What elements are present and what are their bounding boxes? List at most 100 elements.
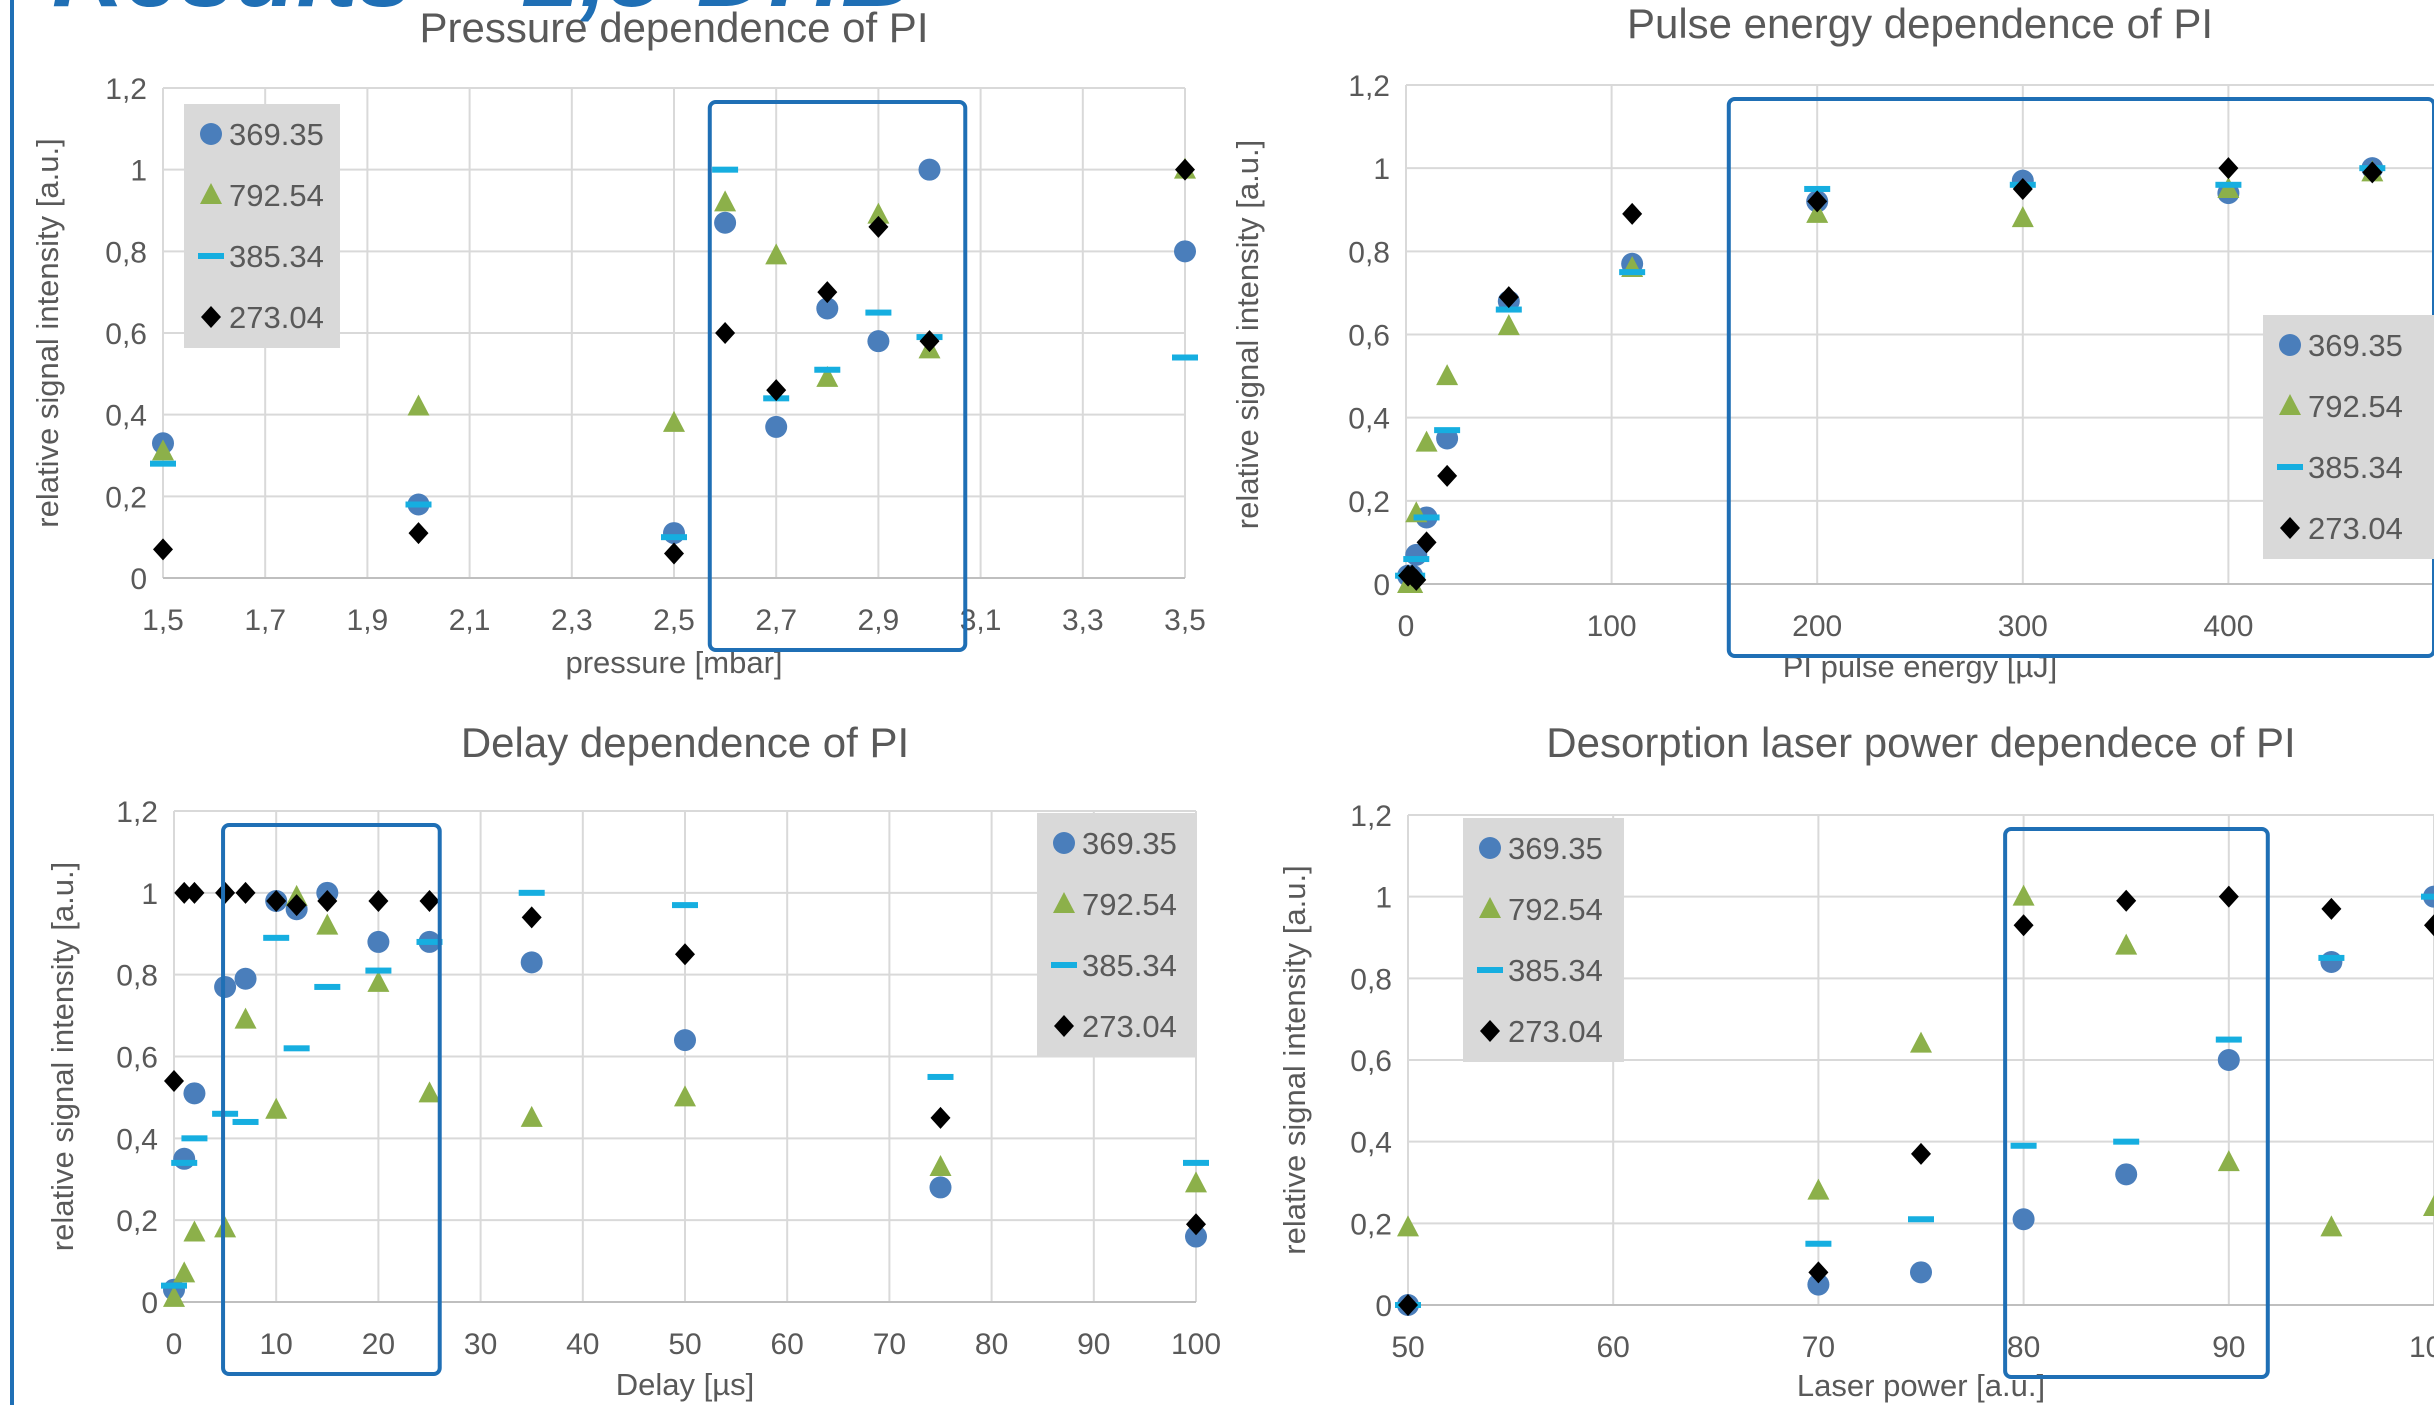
data-point bbox=[814, 366, 841, 373]
data-point bbox=[663, 410, 685, 432]
data-point bbox=[2424, 914, 2434, 937]
data-point bbox=[2320, 1215, 2343, 1237]
legend-label: 369.35 bbox=[229, 117, 324, 152]
data-point bbox=[161, 1282, 187, 1289]
x-tick-label: 300 bbox=[1998, 610, 2048, 643]
data-point bbox=[1498, 286, 1519, 309]
data-point bbox=[817, 281, 838, 304]
legend-label: 792.54 bbox=[229, 178, 324, 213]
legend-marker bbox=[2277, 464, 2303, 470]
data-point bbox=[1807, 190, 1828, 213]
data-point bbox=[930, 1106, 951, 1129]
x-tick-label: 0 bbox=[166, 1328, 183, 1361]
data-point bbox=[1908, 1216, 1934, 1223]
x-tick-label: 1,7 bbox=[244, 604, 286, 637]
data-point bbox=[1406, 568, 1427, 591]
data-point bbox=[1397, 1215, 1419, 1237]
y-tick-label: 0 bbox=[141, 1287, 158, 1320]
data-point bbox=[214, 975, 237, 998]
data-point bbox=[418, 1081, 441, 1103]
chart-title: Delay dependence of PI bbox=[461, 719, 909, 766]
data-point bbox=[2215, 1036, 2242, 1043]
legend-label: 385.34 bbox=[1508, 953, 1603, 988]
data-point bbox=[2116, 889, 2137, 912]
data-point bbox=[1415, 430, 1438, 452]
chart-2: 0 0,2 0,4 0,6 0,8 1 1,2 0 100 200 300 400 Pulse ener… bbox=[1230, 0, 2434, 684]
x-tick-label: 2,1 bbox=[449, 604, 491, 637]
chart-title: Pulse energy dependence of PI bbox=[1627, 0, 2213, 47]
series-792.54 bbox=[163, 884, 1207, 1307]
x-tick-label: 100 bbox=[2409, 1331, 2434, 1364]
data-point bbox=[152, 439, 174, 461]
data-point bbox=[2217, 1150, 2240, 1172]
data-point bbox=[663, 522, 685, 545]
data-point bbox=[865, 309, 892, 316]
x-tick-label: 30 bbox=[464, 1328, 497, 1361]
data-point bbox=[2321, 897, 2342, 920]
y-tick-label: 0,6 bbox=[1348, 320, 1390, 353]
data-point bbox=[1495, 306, 1522, 313]
y-axis-label: relative signal intensity [a.u.] bbox=[30, 138, 65, 527]
data-point bbox=[674, 1029, 696, 1052]
series-273.04 bbox=[1398, 885, 2434, 1316]
data-point bbox=[181, 1135, 208, 1142]
x-tick-label: 80 bbox=[975, 1328, 1008, 1361]
data-point bbox=[405, 501, 432, 508]
series-273.04 bbox=[1398, 157, 2383, 591]
chart-4: 0 0,2 0,4 0,6 0,8 1 1,2 50 60 70 80 90 100 Desorption… bbox=[1277, 719, 2434, 1403]
data-point bbox=[867, 202, 890, 224]
x-tick-label: 3,3 bbox=[1062, 604, 1104, 637]
legend-marker bbox=[2280, 517, 2300, 539]
data-point bbox=[266, 890, 287, 913]
legend-marker bbox=[1054, 1015, 1074, 1037]
data-point bbox=[929, 1176, 952, 1199]
y-axis-label: relative signal intensity [a.u.] bbox=[1277, 865, 1312, 1254]
data-point bbox=[234, 1007, 257, 1029]
data-point bbox=[1183, 1159, 1209, 1166]
data-point bbox=[263, 934, 290, 941]
data-point bbox=[215, 881, 236, 904]
data-point bbox=[1413, 514, 1440, 521]
data-point bbox=[232, 1118, 259, 1125]
legend-label: 369.35 bbox=[1508, 831, 1603, 866]
legend-marker bbox=[1479, 837, 1501, 859]
data-point bbox=[1175, 158, 1195, 181]
legend: 369.35 792.54 385.34 273.04 bbox=[1037, 813, 1196, 1057]
y-tick-label: 1,2 bbox=[116, 796, 158, 829]
legend-label: 273.04 bbox=[1082, 1009, 1177, 1044]
highlight-box bbox=[2003, 827, 2270, 1379]
data-point bbox=[1437, 464, 1458, 487]
x-tick-label: 40 bbox=[566, 1328, 599, 1361]
y-tick-label: 0,8 bbox=[105, 236, 147, 269]
data-point bbox=[929, 1154, 952, 1176]
data-point bbox=[2362, 161, 2383, 184]
legend-label: 369.35 bbox=[2308, 328, 2403, 363]
data-point bbox=[715, 322, 736, 344]
legend-label: 273.04 bbox=[1508, 1014, 1603, 1049]
y-tick-label: 0,6 bbox=[105, 318, 147, 351]
legend-label: 792.54 bbox=[1508, 892, 1603, 927]
y-tick-label: 0,4 bbox=[1350, 1127, 1392, 1160]
data-point bbox=[1185, 1225, 1207, 1248]
legend-label: 273.04 bbox=[2308, 511, 2403, 546]
data-point bbox=[283, 1045, 310, 1052]
data-point bbox=[2421, 893, 2434, 900]
legend-label: 385.34 bbox=[1082, 948, 1177, 983]
y-tick-label: 0,6 bbox=[1350, 1045, 1392, 1078]
data-point bbox=[661, 534, 687, 541]
data-point bbox=[1804, 185, 1831, 192]
data-point bbox=[183, 1220, 206, 1242]
x-tick-label: 2,7 bbox=[755, 604, 797, 637]
data-point bbox=[1807, 1273, 1830, 1296]
y-tick-label: 1 bbox=[130, 155, 147, 188]
data-point bbox=[416, 938, 443, 945]
legend-label: 369.35 bbox=[1082, 826, 1177, 861]
data-point bbox=[235, 881, 256, 904]
legend-marker bbox=[201, 306, 221, 328]
series-792.54 bbox=[1397, 884, 2434, 1237]
slide-title-fragment: Results – 2,5-DHB bbox=[52, 0, 913, 28]
x-axis-label: Delay [µs] bbox=[616, 1367, 754, 1402]
x-axis-label: Laser power [a.u.] bbox=[1797, 1368, 2045, 1403]
